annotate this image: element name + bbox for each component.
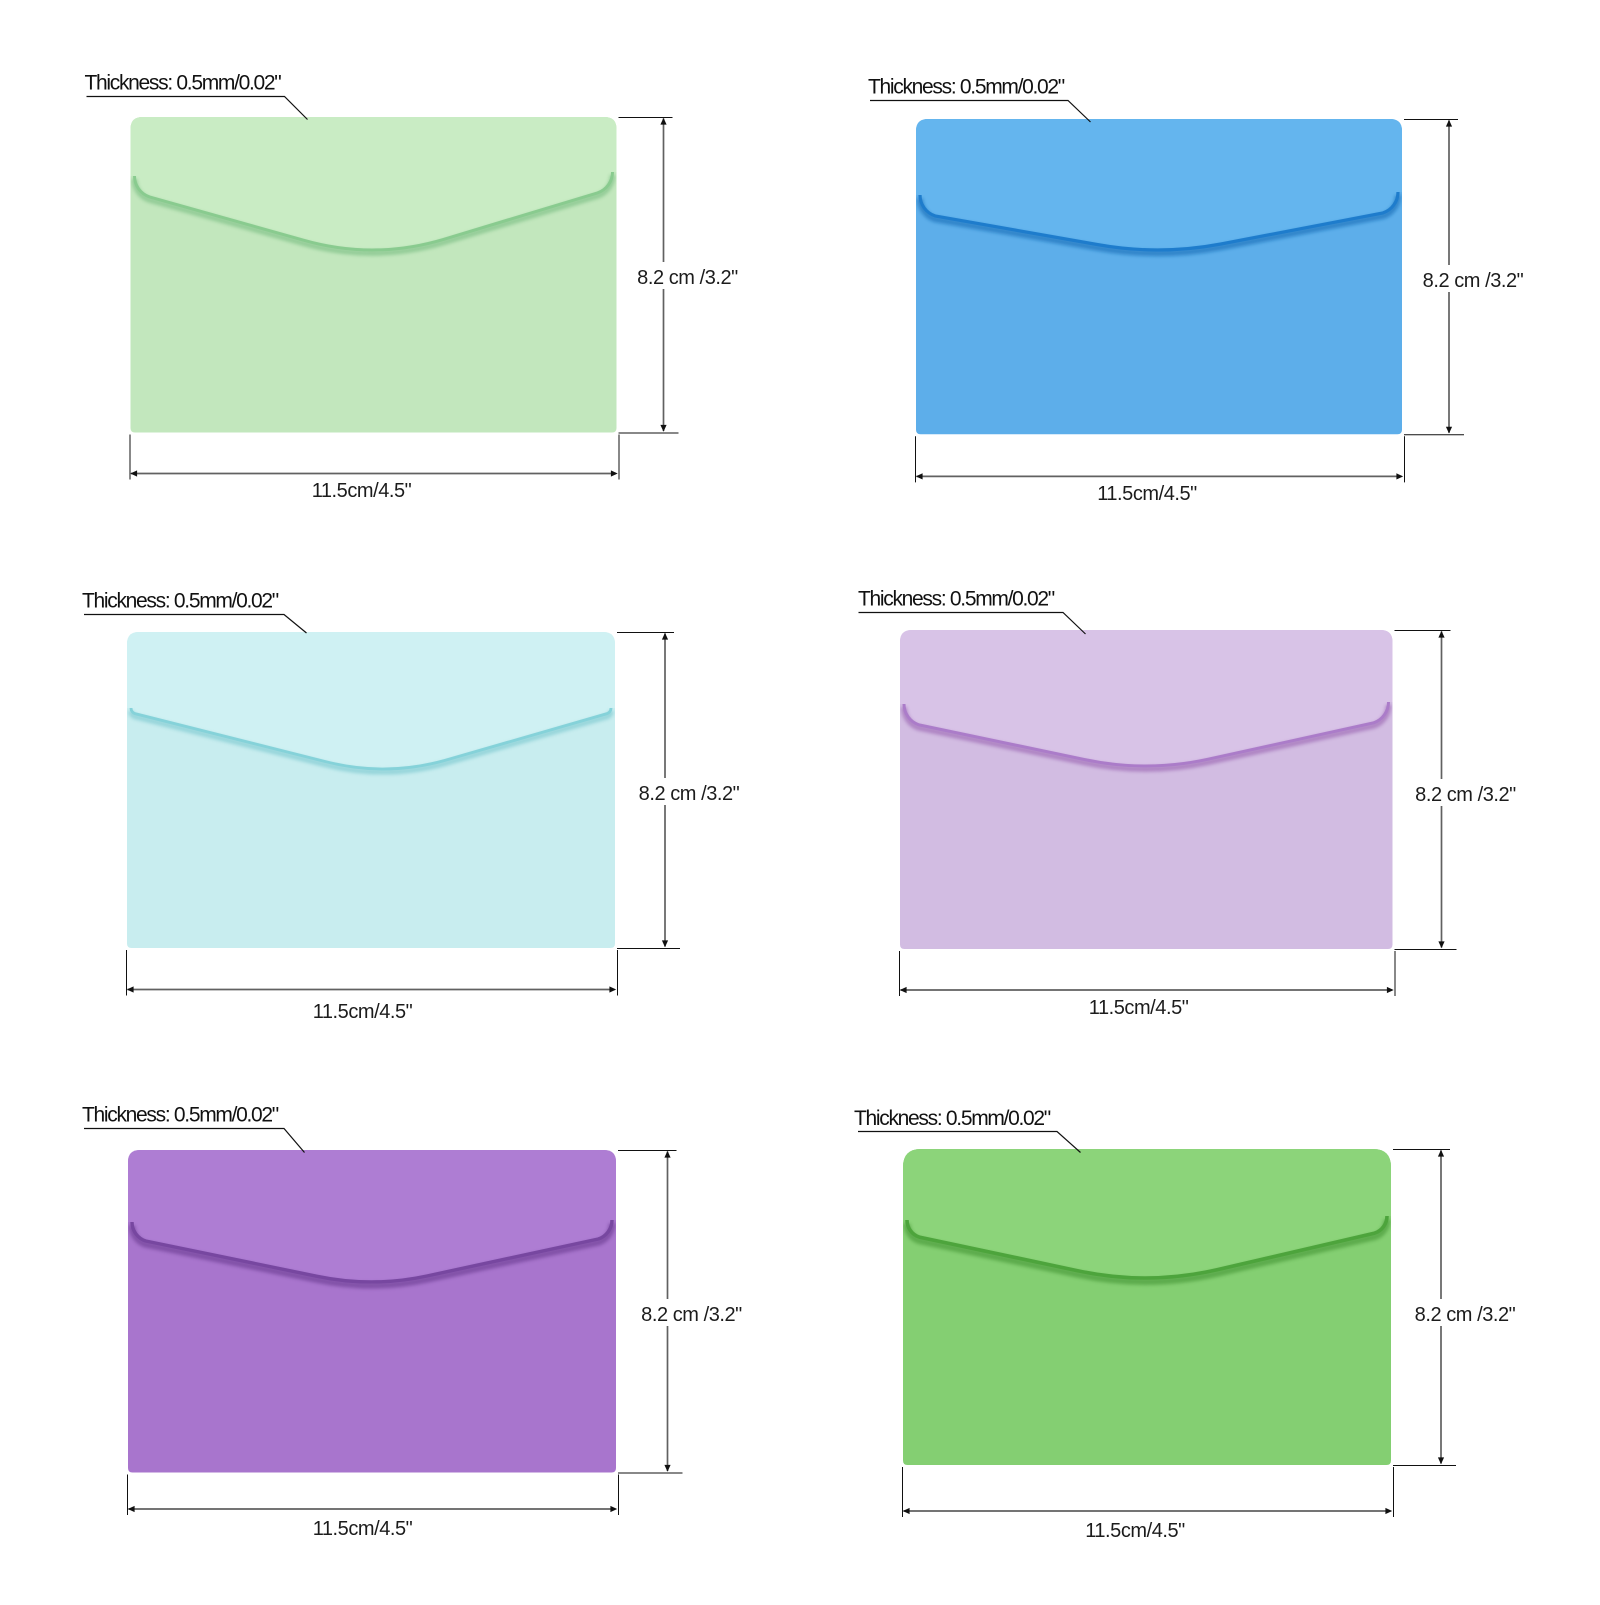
svg-text:8.2 cm /3.2": 8.2 cm /3.2" bbox=[1415, 1304, 1516, 1326]
svg-text:Thickness: 0.5mm/0.02": Thickness: 0.5mm/0.02" bbox=[82, 1104, 279, 1127]
svg-text:8.2 cm /3.2": 8.2 cm /3.2" bbox=[639, 783, 740, 805]
svg-text:11.5cm/4.5": 11.5cm/4.5" bbox=[1097, 483, 1197, 505]
svg-text:Thickness: 0.5mm/0.02": Thickness: 0.5mm/0.02" bbox=[82, 590, 279, 613]
svg-text:11.5cm/4.5": 11.5cm/4.5" bbox=[1089, 997, 1189, 1019]
svg-text:8.2 cm /3.2": 8.2 cm /3.2" bbox=[1415, 784, 1516, 806]
svg-text:8.2 cm /3.2": 8.2 cm /3.2" bbox=[641, 1304, 742, 1326]
svg-text:8.2 cm /3.2": 8.2 cm /3.2" bbox=[1423, 270, 1524, 292]
svg-text:11.5cm/4.5": 11.5cm/4.5" bbox=[313, 1001, 413, 1023]
svg-text:11.5cm/4.5": 11.5cm/4.5" bbox=[313, 1518, 413, 1540]
svg-text:11.5cm/4.5": 11.5cm/4.5" bbox=[1085, 1520, 1185, 1542]
svg-text:8.2 cm /3.2": 8.2 cm /3.2" bbox=[637, 267, 738, 289]
svg-text:Thickness: 0.5mm/0.02": Thickness: 0.5mm/0.02" bbox=[868, 76, 1065, 99]
svg-text:Thickness: 0.5mm/0.02": Thickness: 0.5mm/0.02" bbox=[85, 72, 282, 95]
svg-text:Thickness: 0.5mm/0.02": Thickness: 0.5mm/0.02" bbox=[858, 588, 1055, 611]
svg-text:Thickness: 0.5mm/0.02": Thickness: 0.5mm/0.02" bbox=[854, 1107, 1051, 1130]
svg-text:11.5cm/4.5": 11.5cm/4.5" bbox=[312, 480, 412, 502]
